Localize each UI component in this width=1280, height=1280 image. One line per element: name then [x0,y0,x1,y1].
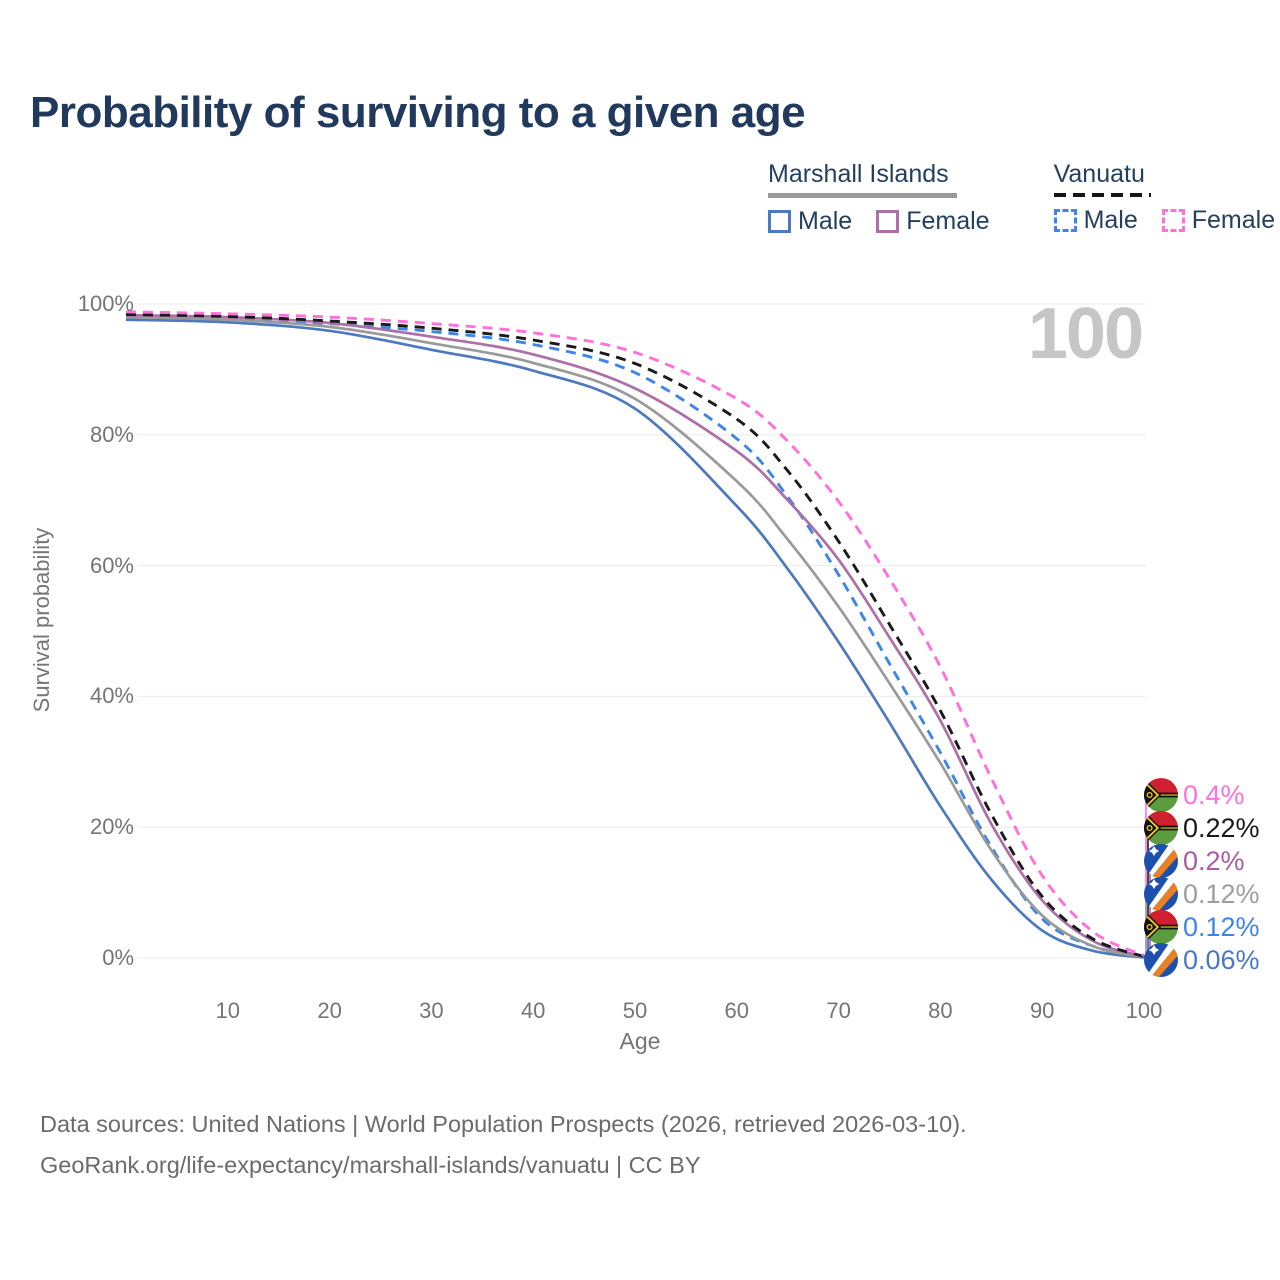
x-tick-label: 10 [215,998,241,1023]
end-label-row: 0.12% [1144,910,1260,944]
y-tick-label: 100% [77,291,134,316]
y-tick-label: 80% [89,421,134,447]
footer: Data sources: United Nations | World Pop… [40,1104,967,1186]
marshall-islands-flag-icon [1144,844,1178,878]
legend-group-marshall-islands: Marshall Islands Male Female [768,160,990,236]
legend-item-marshall-islands-male: Male [768,207,852,236]
y-tick-label: 20% [89,814,134,840]
x-tick-label: 90 [1029,998,1055,1023]
end-label-row: 0.22% [1144,811,1260,845]
footer-attribution: GeoRank.org/life-expectancy/marshall-isl… [40,1152,701,1178]
age-watermark: 100 [1027,294,1144,374]
legend-item-vanuatu-male: Male [1053,206,1138,235]
legend-item-label: Female [1191,206,1276,234]
legend-swatch-icon [768,210,791,233]
end-label-value: 0.12% [1183,911,1260,942]
x-tick-label: 60 [724,998,750,1023]
legend-group-title: Vanuatu [1053,160,1145,188]
legend-item-label: Male [798,207,853,235]
vanuatu-flag-icon [1144,811,1178,845]
curve-marshall-islands-male [125,318,1145,959]
end-label-value: 0.06% [1183,944,1260,975]
x-tick-label: 20 [317,998,342,1023]
vanuatu-flag-icon [1144,910,1178,944]
legend-item-label: Male [1083,206,1138,234]
end-label-row: 0.06% [1144,943,1260,977]
curve-marshall-islands-both-sexes [125,315,1145,959]
curve-vanuatu-both-sexes [125,313,1145,958]
end-label-value: 0.22% [1183,812,1260,843]
legend-group-underline [768,193,957,198]
curve-vanuatu-female [125,310,1145,957]
x-axis-title: Age [619,1028,661,1054]
y-tick-label: 60% [89,552,134,578]
end-label-row: 0.2% [1144,844,1245,878]
x-tick-label: 30 [419,998,444,1023]
marshall-islands-flag-icon [1144,943,1178,977]
x-tick-label: 50 [622,998,648,1023]
x-tick-label: 80 [928,998,953,1023]
legend-swatch-icon [1161,209,1185,232]
legend-group-vanuatu: Vanuatu Male Female [1053,160,1276,236]
footer-data-sources: Data sources: United Nations | World Pop… [40,1111,967,1137]
x-tick-label: 40 [520,998,546,1023]
end-label-value: 0.4% [1183,779,1245,810]
legend-swatch-icon [876,210,900,233]
end-label-row: 0.12% [1144,877,1260,911]
curve-vanuatu-male [125,314,1145,959]
legend-group-underline [1053,193,1151,197]
legend-item-marshall-islands-female: Female [876,207,990,236]
x-tick-label: 100 [1125,998,1163,1023]
y-tick-label: 0% [102,945,134,970]
legend-item-label: Female [906,207,990,235]
x-tick-label: 70 [826,998,851,1023]
legend-item-vanuatu-female: Female [1161,206,1276,235]
y-axis-title: Survival probability [29,527,54,713]
curve-marshall-islands-female [125,313,1145,958]
end-label-value: 0.12% [1183,878,1260,909]
page-title: Probability of surviving to a given age [30,88,806,137]
end-label-row: 0.4% [1144,778,1245,812]
y-tick-label: 40% [89,683,134,709]
vanuatu-flag-icon [1144,778,1178,812]
end-label-value: 0.2% [1183,845,1245,876]
marshall-islands-flag-icon [1144,877,1178,911]
legend-group-title: Marshall Islands [768,160,949,188]
legend: Marshall Islands Male Female Vanuatu Male Fem… [768,160,1275,236]
legend-swatch-icon [1053,209,1077,232]
